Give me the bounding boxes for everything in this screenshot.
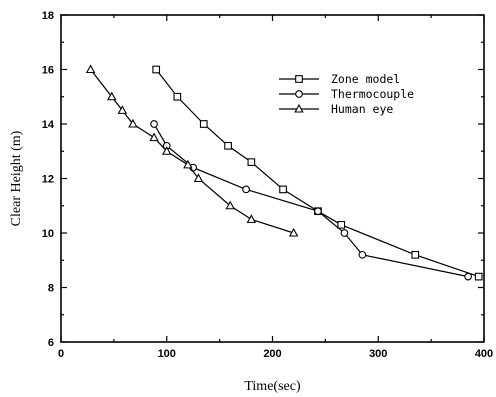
data-point-human-eye — [117, 105, 128, 114]
data-point-thermocouple — [464, 272, 472, 281]
x-tick-label: 100 — [158, 348, 176, 360]
series-thermocouple — [150, 120, 472, 281]
legend-item-thermocouple: Thermocouple — [279, 87, 414, 101]
data-point-thermocouple — [340, 229, 349, 237]
data-point-human-eye — [246, 214, 257, 223]
data-point-zone-model — [152, 65, 161, 74]
data-point-zone-model — [173, 92, 182, 101]
data-point-human-eye — [288, 227, 299, 237]
data-point-human-eye — [149, 132, 159, 142]
data-point-human-eye — [107, 91, 117, 101]
legend-marker-human-eye — [294, 103, 304, 113]
y-tick-label: 8 — [48, 283, 54, 295]
legend-label: Human eye — [331, 102, 393, 116]
y-tick-label: 18 — [42, 10, 54, 22]
series-line-human-eye — [90, 69, 294, 234]
data-point-human-eye — [85, 64, 96, 74]
data-point-zone-model — [279, 185, 287, 194]
series-line-zone-model — [155, 69, 479, 278]
x-tick-label: 400 — [475, 348, 493, 360]
legend-label: Zone model — [331, 72, 400, 86]
y-tick-label: 10 — [42, 228, 54, 240]
y-tick-label: 12 — [42, 174, 54, 186]
data-point-human-eye — [225, 200, 235, 210]
data-point-zone-model — [411, 250, 420, 259]
x-axis-label: Time(sec) — [244, 379, 301, 394]
series-line-thermocouple — [153, 123, 469, 278]
data-point-human-eye — [162, 146, 172, 155]
legend-marker-zone-model — [295, 75, 303, 83]
data-point-human-eye — [128, 118, 138, 128]
x-tick-label: 300 — [369, 348, 387, 360]
data-point-thermocouple — [358, 250, 367, 259]
data-point-zone-model — [199, 120, 208, 128]
legend-label: Thermocouple — [331, 87, 414, 101]
data-point-zone-model — [224, 141, 232, 150]
legend-marker-thermocouple — [295, 90, 303, 98]
data-point-human-eye — [183, 159, 193, 169]
y-tick-label: 6 — [48, 337, 54, 349]
data-point-thermocouple — [242, 185, 250, 194]
plot-frame — [60, 14, 485, 343]
legend-item-human-eye: Human eye — [279, 102, 393, 116]
series-zone-model — [152, 65, 483, 281]
data-point-zone-model — [247, 158, 256, 167]
y-tick-label: 16 — [42, 65, 54, 77]
data-point-zone-model — [474, 272, 483, 281]
data-point-human-eye — [193, 173, 204, 183]
plot-axes: 0 100 200 300 400 6 8 10 12 14 16 18 — [42, 10, 493, 360]
y-axis-label: Clear Height (m) — [9, 130, 24, 226]
x-tick-label: 0 — [58, 348, 64, 360]
data-point-thermocouple — [150, 120, 158, 128]
legend-item-zone-model: Zone model — [279, 72, 400, 86]
data-point-zone-model — [337, 220, 346, 229]
data-point-thermocouple — [314, 207, 322, 216]
series-human-eye — [85, 64, 299, 237]
y-tick-label: 14 — [42, 119, 55, 131]
x-tick-label: 200 — [263, 348, 281, 360]
series-layer — [85, 64, 483, 281]
